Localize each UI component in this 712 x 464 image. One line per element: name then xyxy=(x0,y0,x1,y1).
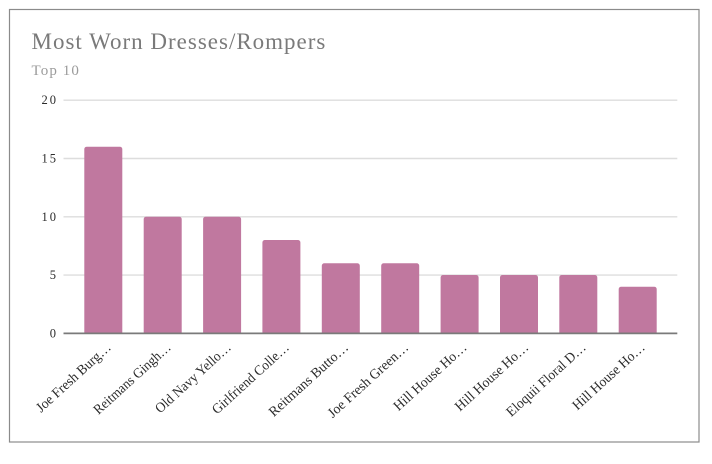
svg-text:Most Worn Dresses/Rompers: Most Worn Dresses/Rompers xyxy=(32,29,327,54)
svg-text:5: 5 xyxy=(50,268,58,282)
svg-text:Top 10: Top 10 xyxy=(32,63,80,79)
svg-text:15: 15 xyxy=(42,152,59,166)
svg-text:20: 20 xyxy=(42,93,59,107)
svg-text:10: 10 xyxy=(42,210,59,224)
svg-text:0: 0 xyxy=(50,327,58,341)
